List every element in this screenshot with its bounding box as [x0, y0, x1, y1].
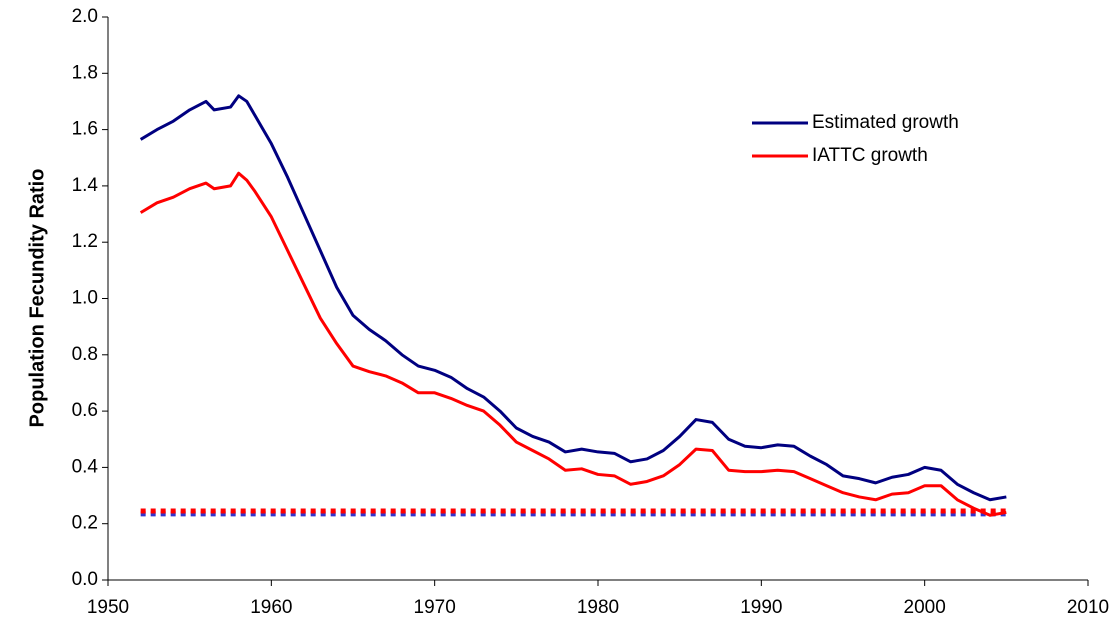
legend-label: IATTC growth — [812, 145, 928, 166]
x-tick-label: 2000 — [904, 597, 946, 618]
y-tick-label: 0.4 — [72, 456, 99, 477]
y-tick-label: 1.4 — [72, 175, 99, 196]
x-tick-label: 1960 — [250, 597, 292, 618]
x-tick-label: 1950 — [87, 597, 129, 618]
y-axis-title: Population Fecundity Ratio — [26, 169, 48, 428]
x-tick-label: 2010 — [1067, 597, 1109, 618]
legend-label: Estimated growth — [812, 112, 959, 133]
y-tick-label: 0.0 — [72, 569, 98, 590]
y-tick-label: 1.6 — [72, 119, 98, 140]
y-tick-label: 0.6 — [72, 400, 98, 421]
series-line — [139, 171, 1007, 517]
x-tick-label: 1990 — [740, 597, 782, 618]
y-tick-label: 1.2 — [72, 231, 98, 252]
y-tick-label: 2.0 — [72, 6, 98, 27]
y-tick-label: 1.0 — [72, 288, 98, 309]
y-tick-label: 0.2 — [72, 513, 98, 534]
x-tick-label: 1970 — [414, 597, 456, 618]
y-tick-label: 1.8 — [72, 62, 98, 83]
x-tick-label: 1980 — [577, 597, 619, 618]
y-tick-label: 0.8 — [72, 344, 98, 365]
series-line — [139, 94, 1007, 502]
